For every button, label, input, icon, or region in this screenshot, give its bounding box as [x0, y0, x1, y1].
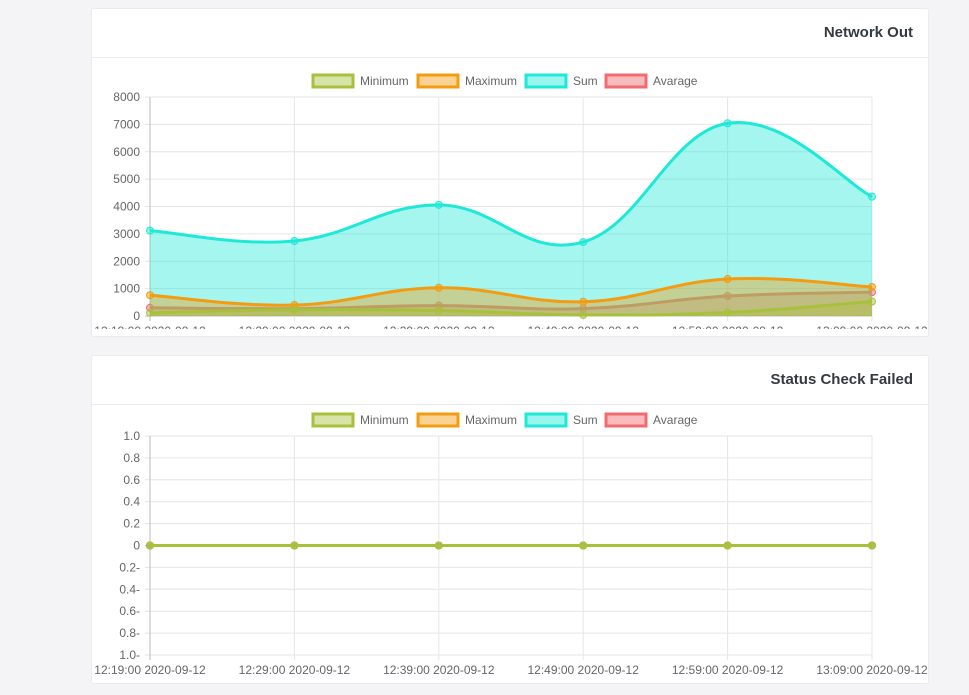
x-tick-label: 12:19:00 2020-09-12 [94, 663, 206, 677]
data-point-sum[interactable] [434, 200, 443, 209]
legend-swatch-avarage[interactable] [604, 412, 648, 428]
legend-label-avarage[interactable]: Avarage [653, 413, 698, 427]
series-line-minimum [149, 299, 873, 317]
y-tick-label: 1000 [113, 282, 140, 296]
legend-swatch-sum[interactable] [524, 73, 568, 89]
legend-swatch-sum[interactable] [524, 412, 568, 428]
legend-label-maximum[interactable]: Maximum [465, 74, 517, 88]
y-tick-label: 8000 [113, 90, 140, 104]
y-tick-label: 0.4 [123, 495, 140, 509]
data-point-minimum[interactable] [579, 310, 588, 319]
data-point-sum[interactable] [146, 226, 154, 235]
y-tick-label: 0.6- [119, 604, 140, 618]
x-tick-label: 12:39:00 2020-09-12 [383, 324, 495, 329]
data-point-sum[interactable] [868, 192, 876, 201]
data-point-minimum[interactable] [434, 541, 443, 550]
y-tick-label: 0.4- [119, 582, 140, 596]
x-tick-label: 12:49:00 2020-09-12 [527, 324, 639, 329]
data-point-sum[interactable] [579, 238, 588, 247]
series-area-sum [150, 122, 872, 316]
data-point-maximum[interactable] [723, 275, 732, 284]
x-tick-label: 12:19:00 2020-09-12 [94, 324, 206, 329]
y-tick-label: 4000 [113, 200, 140, 214]
card-header: Network Out [92, 9, 928, 58]
data-point-minimum[interactable] [723, 541, 732, 550]
y-tick-label: 6000 [113, 145, 140, 159]
legend-label-sum[interactable]: Sum [573, 74, 598, 88]
data-point-minimum[interactable] [146, 308, 154, 317]
y-tick-label: 0.2- [119, 560, 140, 574]
x-tick-label: 12:29:00 2020-09-12 [239, 663, 351, 677]
y-tick-label: 0.2 [123, 517, 140, 531]
card-header: Status Check Failed [92, 356, 928, 405]
legend-label-sum[interactable]: Sum [573, 413, 598, 427]
legend-swatch-minimum[interactable] [311, 73, 355, 89]
x-tick-label: 13:09:00 2020-09-12 [816, 324, 928, 329]
series-area-minimum [150, 301, 872, 316]
series-area-maximum [150, 278, 872, 316]
network-out-card: Network Out Minimum Maximum Sum Avarage 8000… [91, 8, 929, 337]
x-tick-label: 12:39:00 2020-09-12 [383, 663, 495, 677]
y-tick-label: 2000 [113, 254, 140, 268]
y-tick-label: 0.8 [123, 451, 140, 465]
y-tick-label: 3000 [113, 227, 140, 241]
y-tick-label: 1.0- [119, 648, 140, 662]
data-point-minimum[interactable] [579, 541, 588, 550]
data-point-avarage[interactable] [723, 292, 732, 301]
y-tick-label: 0.6 [123, 473, 140, 487]
data-point-minimum[interactable] [868, 297, 876, 306]
data-point-sum[interactable] [290, 236, 299, 245]
y-tick-label: 0 [133, 539, 140, 553]
x-tick-label: 12:59:00 2020-09-12 [672, 663, 784, 677]
x-tick-label: 13:09:00 2020-09-12 [816, 663, 928, 677]
data-point-maximum[interactable] [868, 282, 876, 291]
data-point-maximum[interactable] [579, 297, 588, 306]
series-line-maximum [149, 276, 873, 307]
legend-label-maximum[interactable]: Maximum [465, 413, 517, 427]
x-tick-label: 12:49:00 2020-09-12 [527, 663, 639, 677]
status-check-card: Status Check Failed Minimum Maximum Sum Ava… [91, 355, 929, 684]
y-tick-label: 1.0 [123, 429, 140, 443]
card-title: Status Check Failed [770, 371, 913, 388]
y-tick-label: 0 [133, 309, 140, 323]
legend-label-minimum[interactable]: Minimum [360, 413, 409, 427]
data-point-minimum[interactable] [290, 541, 299, 550]
card-title: Network Out [823, 24, 913, 41]
x-tick-label: 12:59:00 2020-09-12 [672, 324, 784, 329]
data-point-minimum[interactable] [434, 306, 443, 315]
data-point-minimum[interactable] [290, 305, 299, 314]
y-tick-label: 0.8- [119, 626, 140, 640]
legend-swatch-maximum[interactable] [416, 73, 460, 89]
data-point-minimum[interactable] [146, 541, 154, 550]
legend-swatch-minimum[interactable] [311, 412, 355, 428]
y-tick-label: 7000 [113, 117, 140, 131]
data-point-maximum[interactable] [146, 291, 154, 300]
legend-label-minimum[interactable]: Minimum [360, 74, 409, 88]
x-tick-label: 12:29:00 2020-09-12 [239, 324, 351, 329]
network-out-chart: Minimum Maximum Sum Avarage 8000 7000 6000 5000… [94, 73, 928, 329]
series-line-sum [149, 120, 873, 247]
legend-label-avarage[interactable]: Avarage [653, 74, 698, 88]
legend-swatch-maximum[interactable] [416, 412, 460, 428]
data-point-sum[interactable] [723, 119, 732, 128]
data-point-maximum[interactable] [434, 283, 443, 292]
data-point-minimum[interactable] [723, 308, 732, 317]
data-point-minimum[interactable] [868, 541, 876, 550]
y-tick-label: 5000 [113, 172, 140, 186]
legend-swatch-avarage[interactable] [604, 73, 648, 89]
